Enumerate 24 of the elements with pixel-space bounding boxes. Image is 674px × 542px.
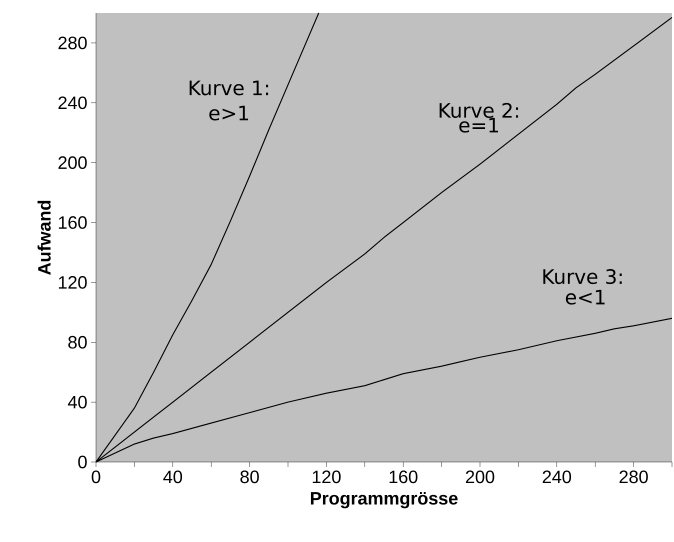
x-tick-label: 80 — [240, 470, 259, 484]
annotation: e=1 — [459, 118, 498, 133]
annotation: e<1 — [566, 290, 605, 305]
x-tick-label: 280 — [620, 470, 648, 484]
y-axis-title: Aufwand — [38, 200, 51, 275]
x-tick-label: 240 — [542, 470, 572, 484]
y-tick-label: 200 — [58, 156, 87, 170]
annotation: Kurve 3: — [543, 269, 622, 284]
x-tick-label: 120 — [312, 470, 341, 484]
x-axis-title: Programmgrösse — [310, 492, 458, 508]
x-tick-label: 200 — [466, 470, 494, 484]
y-tick-label: 240 — [58, 96, 87, 110]
annotation: Kurve 1: — [190, 80, 268, 96]
y-tick-label: 160 — [58, 216, 87, 229]
y-tick-label: 280 — [58, 36, 87, 50]
x-tick-label: 160 — [390, 470, 418, 484]
annotation: Kurve 2: — [440, 102, 518, 118]
y-tick-label: 80 — [68, 336, 87, 349]
y-tick-label: 40 — [68, 396, 87, 408]
annotation: e>1 — [209, 106, 248, 121]
y-tick-label: 0 — [78, 456, 87, 468]
y-tick-label: 120 — [58, 276, 87, 289]
x-tick-label: 0 — [92, 470, 100, 484]
x-tick-label: 40 — [163, 470, 182, 484]
